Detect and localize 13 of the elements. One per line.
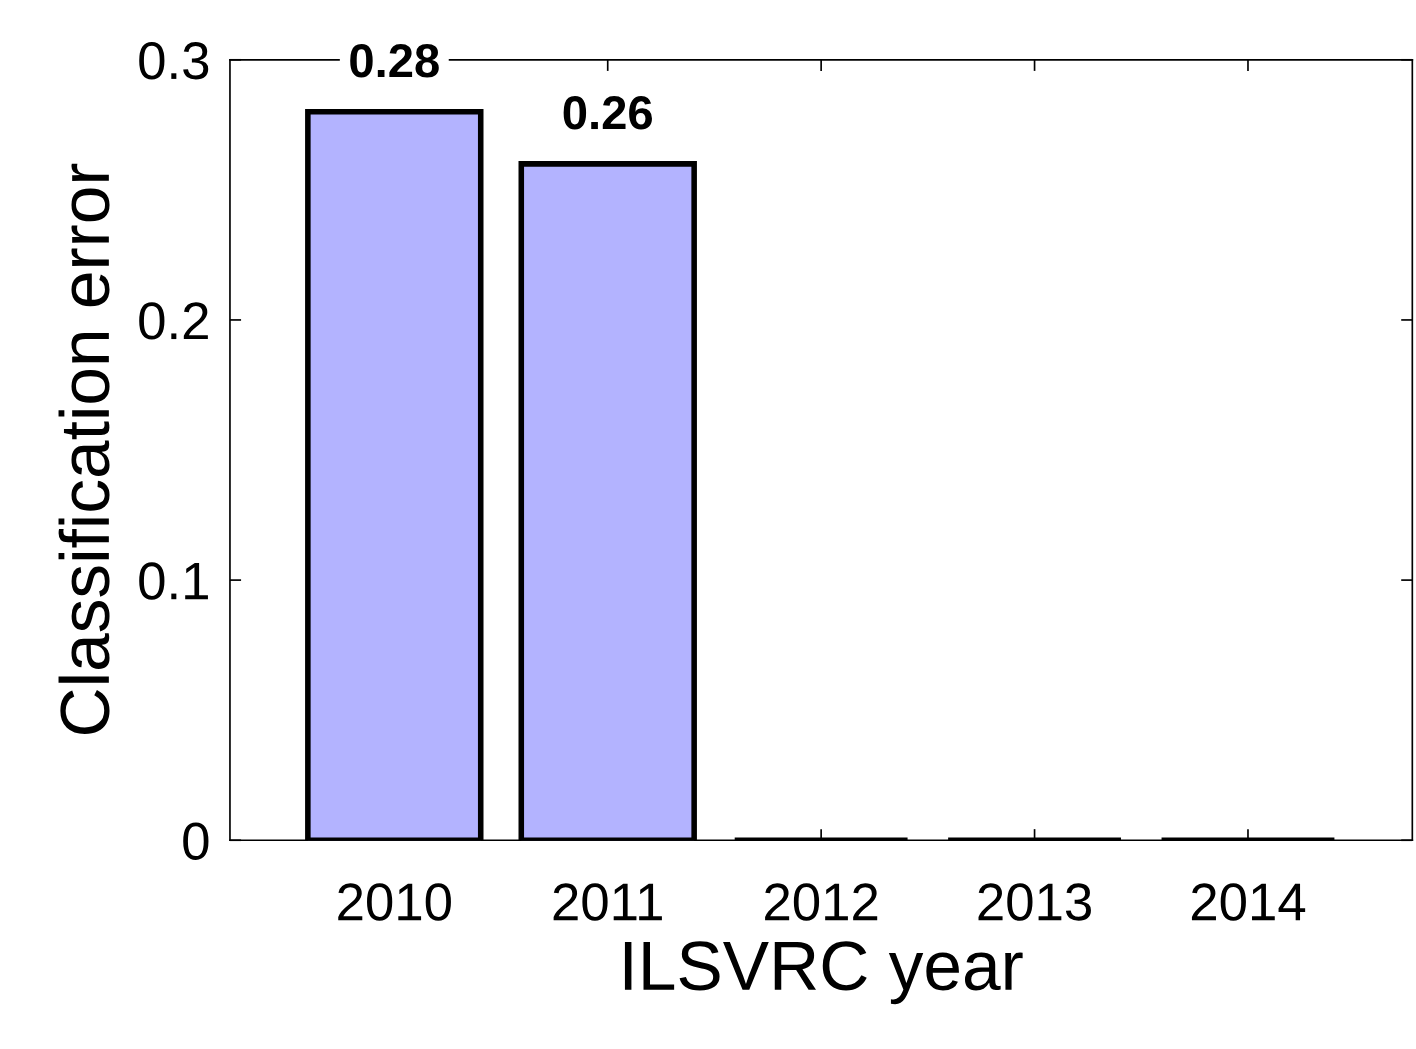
data-label: 0.26 [563,96,652,130]
y-tick-label: 0.1 [139,562,208,600]
x-tick-label: 2011 [553,883,662,921]
y-tick-label: 0.3 [139,42,209,80]
x-tick-label: 2010 [338,883,451,921]
x-tick-label: 2013 [978,883,1091,921]
y-tick-label: 0.2 [139,302,208,340]
x-tick-label: 2014 [1191,883,1306,921]
y-tick-label: 0 [183,822,209,860]
x-axis-title: ILSVRC year [624,941,1023,1005]
x-tick-label: 2012 [765,883,878,921]
data-label: 0.28 [350,44,439,78]
y-axis-title: Classification error [58,163,110,734]
